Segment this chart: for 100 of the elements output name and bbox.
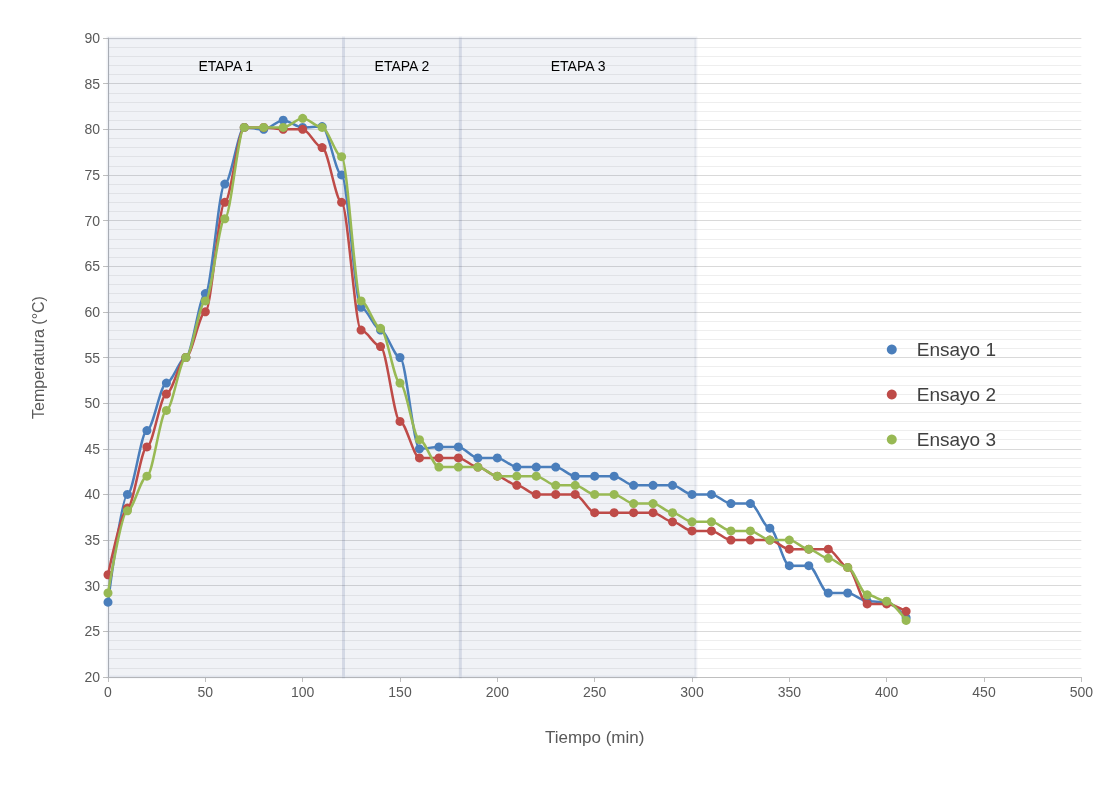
point (765, 523, 775, 533)
point (823, 588, 833, 598)
point (570, 489, 580, 499)
point (395, 353, 405, 362)
y-tick-label: 60 (84, 303, 101, 320)
x-tick-label: 0 (104, 684, 113, 700)
y-tick-label: 65 (84, 258, 101, 275)
y-tick-label: 70 (84, 212, 101, 229)
point (142, 442, 152, 452)
point (298, 113, 308, 123)
point (200, 296, 210, 306)
point (161, 378, 171, 388)
point (784, 535, 794, 545)
x-tick-label: 300 (680, 684, 704, 700)
point (609, 489, 619, 499)
point (784, 561, 794, 571)
y-tick-label: 20 (84, 669, 101, 685)
y-tick-label: 85 (84, 75, 101, 92)
point (687, 489, 697, 499)
point (823, 544, 833, 554)
point (122, 489, 132, 499)
point (434, 462, 444, 472)
point (531, 489, 541, 499)
point (453, 462, 463, 472)
point (590, 508, 600, 518)
point (434, 442, 444, 452)
point (862, 590, 872, 600)
point (337, 197, 347, 207)
point (745, 535, 755, 545)
point (453, 453, 463, 463)
point (512, 480, 522, 490)
x-tick-label: 250 (582, 684, 607, 700)
point (356, 296, 366, 306)
point (668, 508, 678, 518)
point (551, 489, 561, 499)
point (843, 588, 853, 598)
point (142, 426, 152, 436)
y-tick-label: 25 (84, 623, 101, 640)
point (453, 442, 463, 452)
point (551, 462, 561, 472)
point (590, 471, 600, 481)
point (103, 597, 113, 607)
y-tick-label: 45 (84, 440, 101, 457)
point (629, 480, 639, 490)
point (784, 544, 794, 554)
point (570, 471, 580, 481)
point (590, 489, 600, 499)
point (629, 508, 639, 518)
point (395, 378, 405, 388)
band-label: ETAPA 3 (550, 57, 606, 74)
point (609, 508, 619, 518)
x-tick-label: 350 (777, 684, 802, 700)
band-label: ETAPA 2 (374, 57, 430, 74)
point (668, 517, 678, 527)
point (356, 325, 366, 335)
y-tick-label: 55 (84, 349, 101, 366)
x-tick-label: 500 (1069, 684, 1094, 700)
point (687, 526, 697, 536)
y-tick-label: 50 (84, 395, 101, 412)
x-axis-title: Tiempo (min) (544, 728, 645, 747)
point (414, 453, 424, 463)
point (434, 453, 444, 463)
point (629, 499, 639, 509)
x-tick-label: 200 (485, 684, 510, 700)
point (531, 471, 541, 481)
point (161, 389, 171, 399)
point (804, 561, 814, 571)
point (726, 535, 736, 545)
x-tick-label: 400 (874, 684, 899, 700)
point (220, 214, 230, 224)
band-label: ETAPA 1 (198, 57, 254, 74)
point (706, 517, 716, 527)
point (161, 405, 171, 415)
point (512, 471, 522, 481)
point (376, 342, 386, 352)
point (395, 416, 405, 426)
point (512, 462, 522, 472)
y-tick-label: 90 (84, 30, 101, 46)
point (531, 462, 541, 472)
point (551, 480, 561, 490)
point (823, 553, 833, 563)
point (668, 480, 678, 490)
point (142, 471, 152, 481)
point (745, 526, 755, 536)
point (648, 480, 658, 490)
point (726, 499, 736, 509)
x-tick-label: 450 (972, 684, 996, 700)
legend-label: Ensayo 3 (916, 429, 997, 450)
point (414, 444, 424, 454)
legend-label: Ensayo 2 (916, 384, 997, 405)
point (609, 471, 619, 481)
y-tick-label: 35 (84, 532, 101, 549)
point (103, 588, 113, 598)
legend-label: Ensayo 1 (916, 339, 997, 360)
point (414, 435, 424, 445)
x-tick-label: 50 (197, 684, 214, 700)
point (745, 499, 755, 509)
point (337, 152, 347, 162)
point (648, 499, 658, 509)
point (570, 480, 580, 490)
